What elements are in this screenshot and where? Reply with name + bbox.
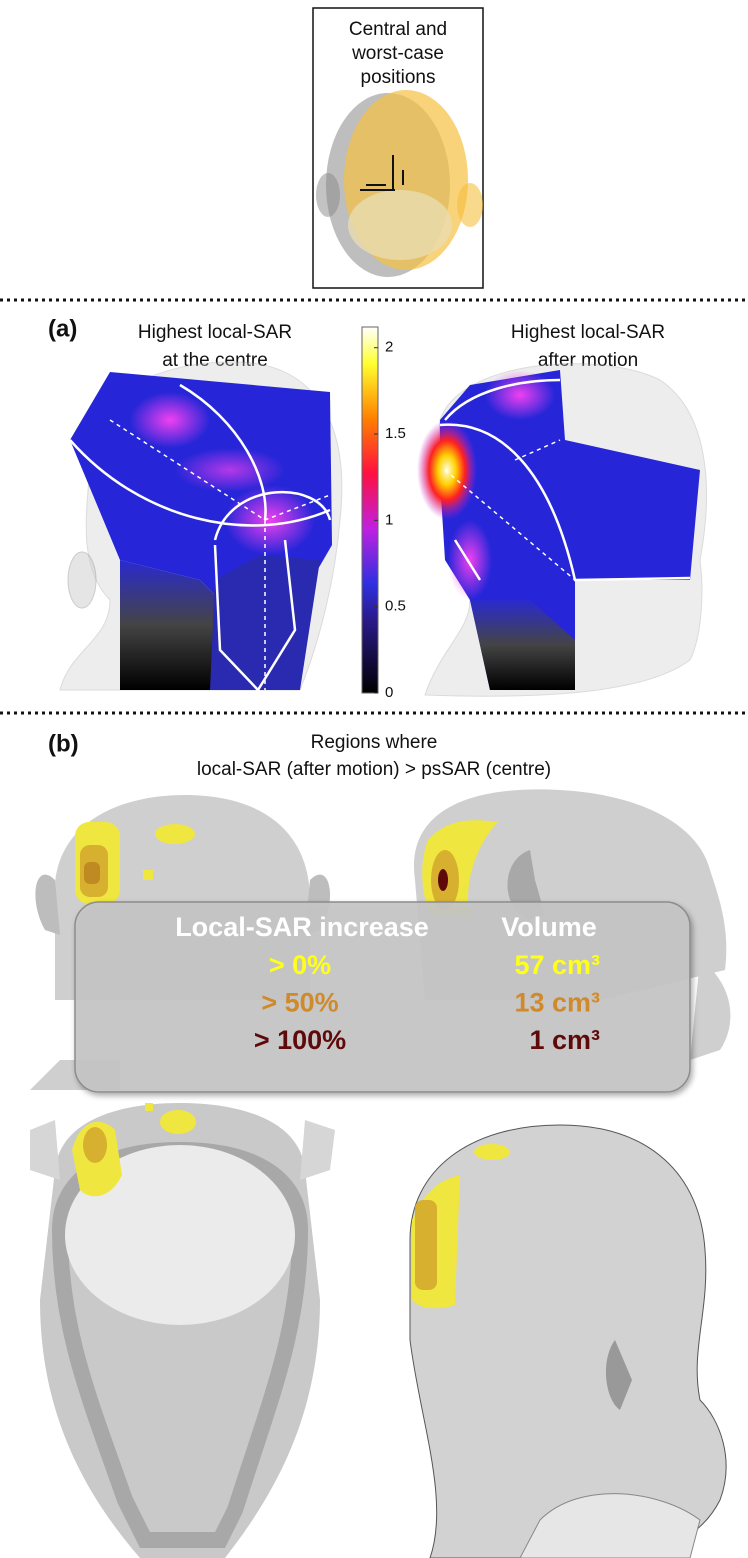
panel-title: Highest local-SAR <box>511 322 665 343</box>
colorbar-tick-label: 0.5 <box>385 598 406 615</box>
panel-label: (a) <box>48 315 77 342</box>
panel-title: at the centre <box>162 350 268 371</box>
table-cell: 13 cm³ <box>514 988 600 1018</box>
panel-title: after motion <box>538 350 638 371</box>
colorbar-tick-label: 2 <box>385 339 393 356</box>
table-cell: 1 cm³ <box>529 1025 600 1055</box>
colorbar-tick-label: 1.5 <box>385 425 406 442</box>
table-cell: > 50% <box>261 988 338 1018</box>
table-cell: > 100% <box>254 1025 346 1055</box>
colorbar-ticks: 0 0.5 1 1.5 2 <box>374 339 406 701</box>
colorbar <box>361 326 379 694</box>
panel-title: Highest local-SAR <box>138 322 292 343</box>
panel-title: Regions where <box>311 732 438 753</box>
inset-title: positions <box>361 67 436 88</box>
table-cell: 57 cm³ <box>514 950 600 980</box>
panel-title: local-SAR (after motion) > psSAR (centre… <box>197 759 551 780</box>
inset-title: Central and <box>349 19 447 40</box>
head-left <box>59 361 343 693</box>
inset-title: worst-case <box>351 43 444 64</box>
table-header: Volume <box>501 912 597 942</box>
table-cell: > 0% <box>269 950 331 980</box>
colorbar-tick-label: 1 <box>385 511 393 528</box>
legend-table <box>74 901 691 1093</box>
table-header: Local-SAR increase <box>175 912 429 942</box>
table-rows: > 0% 57 cm³ > 50% 13 cm³ > 100% 1 cm³ <box>254 950 600 1055</box>
head-oblique <box>409 1124 727 1558</box>
inset-heads <box>316 90 483 277</box>
head-top <box>30 1103 335 1558</box>
head-right <box>417 363 707 697</box>
colorbar-tick-label: 0 <box>385 684 393 701</box>
panel-label: (b) <box>48 730 79 757</box>
